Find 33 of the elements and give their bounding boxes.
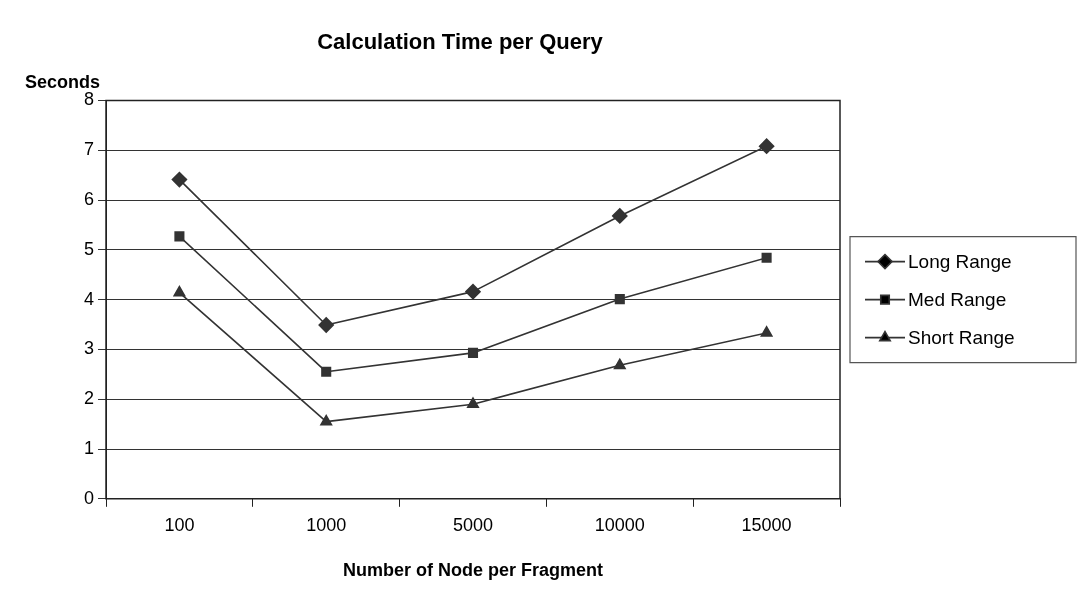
y-tick-label: 3 bbox=[84, 338, 95, 359]
x-tick-label: 10000 bbox=[594, 514, 645, 535]
point bbox=[171, 171, 188, 188]
point bbox=[760, 326, 773, 337]
y-tick-label: 5 bbox=[84, 238, 95, 259]
point bbox=[467, 397, 479, 408]
point bbox=[758, 138, 775, 155]
point bbox=[465, 283, 481, 300]
legend-label: Med Range bbox=[908, 288, 1007, 310]
legend-label: Long Range bbox=[908, 250, 1012, 272]
point bbox=[173, 285, 186, 297]
y-tick-label: 7 bbox=[84, 139, 95, 160]
point bbox=[614, 294, 625, 305]
y-tick-label: 4 bbox=[84, 288, 95, 309]
x-tick-label: 1000 bbox=[306, 514, 347, 535]
y-tick-label: 6 bbox=[84, 188, 95, 209]
y-tick-label: 1 bbox=[84, 437, 95, 458]
point bbox=[761, 252, 772, 263]
x-tick-label: 5000 bbox=[452, 514, 494, 535]
point bbox=[467, 347, 479, 358]
point bbox=[320, 414, 333, 426]
point bbox=[321, 366, 332, 377]
point bbox=[318, 317, 335, 333]
chart-title: Calculation Time per Query bbox=[317, 29, 604, 55]
point bbox=[613, 358, 626, 370]
point bbox=[612, 208, 628, 224]
x-tick-label: 15000 bbox=[741, 514, 792, 535]
legend-label: Short Range bbox=[908, 326, 1015, 348]
point bbox=[174, 231, 185, 242]
x-tick-label: 100 bbox=[164, 514, 195, 535]
y-tick-label: 0 bbox=[84, 487, 95, 508]
y-tick-label: 2 bbox=[84, 388, 95, 409]
x-axis-title: Number of Node per Fragment bbox=[342, 560, 604, 581]
